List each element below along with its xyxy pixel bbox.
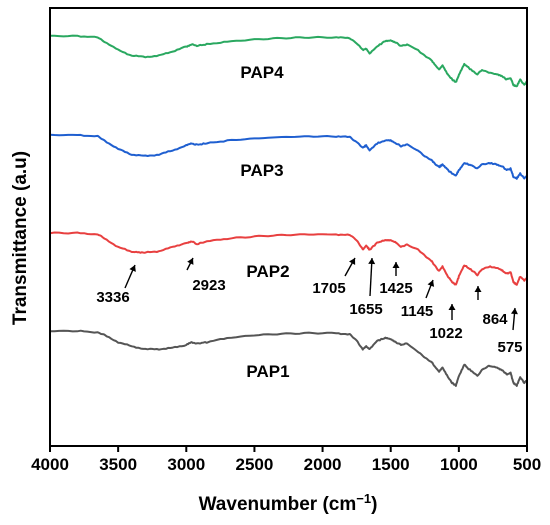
annotation-arrow-head (427, 280, 435, 287)
peak-annotation-label: 1022 (429, 325, 462, 342)
x-tick-label: 4000 (31, 455, 69, 474)
peak-annotation-label: 575 (497, 339, 522, 356)
annotation-arrow-head (349, 258, 356, 265)
x-tick-label: 2500 (236, 455, 274, 474)
x-axis-title-main: Wavenumber (cm (199, 494, 357, 515)
plot-area (49, 34, 528, 387)
annotation-arrow-head (187, 258, 194, 265)
x-tick-label: 1500 (372, 455, 410, 474)
peak-annotation-label: 864 (482, 311, 508, 328)
x-axis-title-close: ) (371, 494, 377, 515)
y-axis-title: Transmittance (a.u) (10, 151, 31, 325)
series-line-pap4 (49, 34, 528, 88)
series-label-pap2: PAP2 (246, 262, 289, 281)
x-axis-title: Wavenumber (cm−1) (199, 491, 378, 515)
series-line-pap2 (49, 231, 528, 286)
peak-annotation-label: 2923 (192, 277, 225, 294)
annotation-arrow-line (369, 257, 373, 297)
x-tick-label: 2000 (304, 455, 342, 474)
x-axis-ticks: 4000 3500 3000 2500 2000 1500 1000 500 (31, 446, 541, 474)
peak-annotation-label: 3336 (96, 289, 129, 306)
x-tick-label: 3500 (99, 455, 137, 474)
peak-annotation-label: 1655 (349, 301, 382, 318)
x-axis-title-sup: −1 (356, 491, 371, 506)
series-label-pap1: PAP1 (246, 362, 289, 381)
annotation-arrow-head (392, 262, 400, 268)
annotation-arrow-head (474, 286, 482, 292)
x-tick-label: 500 (513, 455, 541, 474)
series-label-pap4: PAP4 (240, 63, 284, 82)
plot-frame (49, 7, 528, 447)
axes (49, 7, 528, 447)
series-line-pap3 (49, 133, 528, 180)
series-labels: PAP4 PAP3 PAP2 PAP1 (240, 63, 289, 381)
peak-annotation-label: 1705 (312, 280, 345, 297)
peak-annotation-label: 1145 (401, 303, 434, 320)
x-tick-label: 1000 (440, 455, 478, 474)
series-label-pap3: PAP3 (240, 161, 283, 180)
annotation-arrow-head (510, 308, 518, 315)
peak-annotation-label: 1425 (379, 280, 412, 297)
x-tick-label: 3000 (167, 455, 205, 474)
annotation-arrow-head (129, 265, 136, 272)
annotation-arrow-head (448, 304, 456, 310)
annotation-arrow-head (368, 258, 376, 265)
series-line-pap1 (50, 329, 528, 387)
